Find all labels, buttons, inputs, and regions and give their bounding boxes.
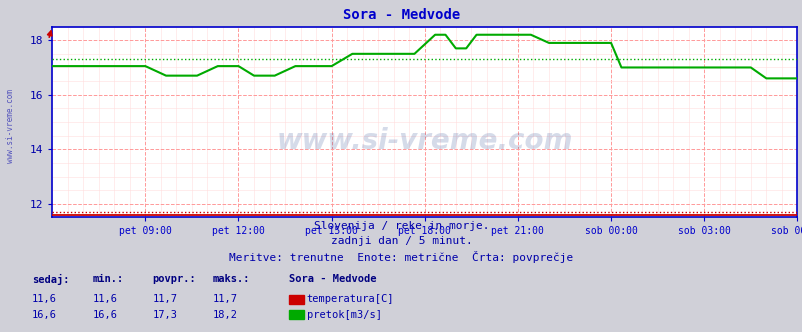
Text: Meritve: trenutne  Enote: metrične  Črta: povprečje: Meritve: trenutne Enote: metrične Črta: … — [229, 251, 573, 263]
Text: www.si-vreme.com: www.si-vreme.com — [6, 89, 15, 163]
Text: 11,6: 11,6 — [92, 294, 117, 304]
Text: Sora - Medvode: Sora - Medvode — [289, 274, 376, 284]
Text: pretok[m3/s]: pretok[m3/s] — [306, 310, 381, 320]
Text: Sora - Medvode: Sora - Medvode — [342, 8, 460, 22]
Text: Slovenija / reke in morje.: Slovenija / reke in morje. — [314, 221, 488, 231]
Text: 18,2: 18,2 — [213, 310, 237, 320]
Text: sedaj:: sedaj: — [32, 274, 70, 285]
Text: zadnji dan / 5 minut.: zadnji dan / 5 minut. — [330, 236, 472, 246]
Text: www.si-vreme.com: www.si-vreme.com — [276, 127, 573, 155]
Text: min.:: min.: — [92, 274, 124, 284]
Text: maks.:: maks.: — [213, 274, 250, 284]
Text: 11,7: 11,7 — [213, 294, 237, 304]
Text: 17,3: 17,3 — [152, 310, 177, 320]
Text: 11,6: 11,6 — [32, 294, 57, 304]
Text: povpr.:: povpr.: — [152, 274, 196, 284]
Text: 11,7: 11,7 — [152, 294, 177, 304]
Text: 16,6: 16,6 — [32, 310, 57, 320]
Text: temperatura[C]: temperatura[C] — [306, 294, 394, 304]
Text: 16,6: 16,6 — [92, 310, 117, 320]
